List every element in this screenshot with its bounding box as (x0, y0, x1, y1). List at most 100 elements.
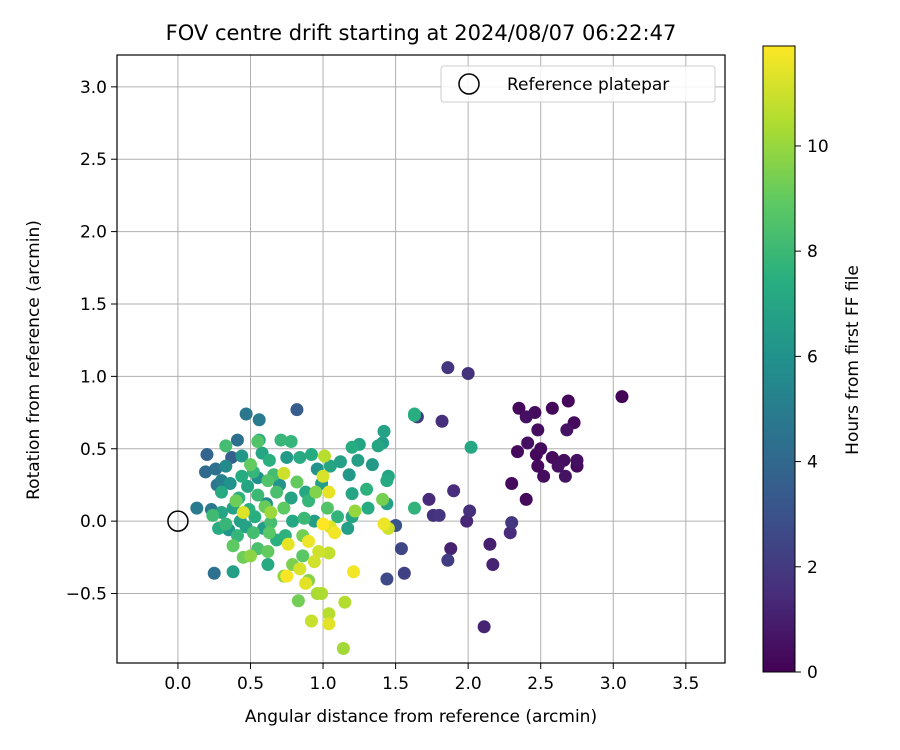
x-tick-label: 3.0 (600, 674, 627, 694)
scatter-point (226, 565, 240, 579)
scatter-point (336, 642, 350, 656)
scatter-point (277, 501, 291, 515)
scatter-point (318, 449, 332, 463)
scatter-point (519, 410, 533, 424)
scatter-point (214, 485, 228, 499)
scatter-point (261, 558, 275, 572)
scatter-point (351, 453, 365, 467)
scatter-point (206, 508, 220, 522)
scatter-point (380, 474, 394, 488)
scatter-point (229, 494, 243, 508)
scatter-point (322, 485, 336, 499)
scatter-point (461, 366, 475, 380)
colorbar: 0 2 4 6 8 10 Hours from first FF file (762, 45, 863, 683)
scatter-point (464, 440, 478, 454)
scatter-point (235, 469, 249, 483)
scatter-point (338, 595, 352, 609)
y-tick-label: 0.5 (80, 440, 107, 460)
scatter-point (315, 587, 329, 601)
scatter-point (503, 526, 517, 540)
scatter-point (243, 549, 257, 563)
plot-area: 0.0 0.5 1.0 1.5 2.0 2.5 3.0 3.5 −0.5 0.0 0.5 1.0 1.… (66, 54, 726, 694)
scatter-point (407, 501, 421, 515)
y-tick-label: 2.0 (80, 223, 107, 243)
scatter-point (444, 542, 458, 556)
colorbar-ticks: 0 2 4 6 8 10 (795, 137, 829, 683)
scatter-point (280, 569, 294, 583)
scatter-point (241, 479, 255, 493)
reference-platepar-marker (167, 510, 189, 532)
y-tick-label: 3.0 (80, 78, 107, 98)
scatter-point (531, 459, 545, 473)
scatter-point (348, 504, 362, 518)
scatter-point (322, 617, 336, 631)
x-tick-label: 0.5 (237, 674, 264, 694)
scatter-point (376, 492, 390, 506)
scatter-point (293, 562, 307, 576)
scatter-point (304, 614, 318, 628)
scatter-point (274, 433, 288, 447)
y-tick-label: 1.5 (80, 295, 107, 315)
scatter-point (323, 459, 337, 473)
plot-frame (116, 54, 726, 664)
legend-open-circle-icon (458, 73, 480, 95)
scatter-point (223, 476, 237, 490)
scatter-point (331, 510, 345, 524)
scatter-point (302, 494, 316, 508)
scatter-point (519, 492, 533, 506)
scatter-point (486, 558, 500, 572)
scatter-point (200, 448, 214, 462)
x-tick-label: 2.0 (455, 674, 482, 694)
scatter-point (365, 458, 379, 472)
scatter-point (304, 448, 318, 462)
y-ticks: −0.5 0.0 0.5 1.0 1.5 2.0 2.5 3.0 (66, 78, 117, 605)
scatter-point (239, 407, 253, 421)
scatter-point (394, 542, 408, 556)
scatter-point (190, 501, 204, 515)
scatter-point (333, 455, 347, 469)
chart-title: FOV centre drift starting at 2024/08/07 … (166, 21, 677, 45)
scatter-point (342, 468, 356, 482)
scatter-point (230, 529, 244, 543)
scatter-point (219, 517, 233, 531)
scatter-point (302, 534, 316, 548)
scatter-point (551, 459, 565, 473)
scatter-point (299, 576, 313, 590)
scatter-point (209, 462, 223, 476)
scatter-point (320, 501, 334, 515)
colorbar-tick-label: 6 (807, 347, 818, 367)
scatter-point (291, 594, 305, 608)
data-points (190, 361, 629, 656)
scatter-point (281, 537, 295, 551)
scatter-point (309, 485, 323, 499)
scatter-point (290, 475, 304, 489)
colorbar-tick-label: 8 (807, 242, 818, 262)
scatter-point (316, 469, 330, 483)
scatter-point (219, 439, 233, 453)
scatter-point (477, 620, 491, 634)
scatter-point (219, 459, 233, 473)
scatter-point (441, 361, 455, 375)
colorbar-tick-label: 2 (807, 558, 818, 578)
scatter-point (432, 508, 446, 522)
scatter-point (252, 413, 266, 427)
scatter-point (460, 514, 474, 528)
scatter-point (262, 453, 276, 467)
scatter-point (286, 514, 300, 528)
scatter-point (293, 450, 307, 464)
scatter-point (377, 424, 391, 438)
scatter-point (199, 465, 213, 479)
scatter-point (422, 492, 436, 506)
scatter-point (235, 449, 249, 463)
scatter-point (441, 553, 455, 567)
scatter-point (361, 501, 375, 515)
scatter-point (261, 474, 275, 488)
scatter-point (560, 423, 574, 437)
scatter-point (251, 488, 265, 502)
scatter-point (545, 401, 559, 415)
scatter-point (380, 572, 394, 586)
scatter-point (360, 482, 374, 496)
scatter-point (246, 526, 260, 540)
scatter-point (512, 401, 526, 415)
